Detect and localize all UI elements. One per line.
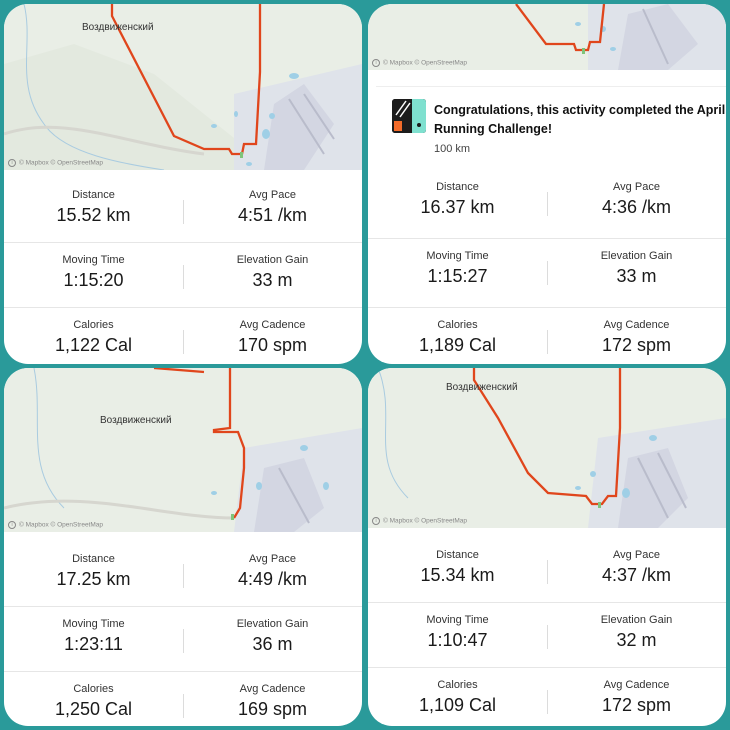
activity-card-2[interactable]: i © Mapbox © OpenStreetMap Congratulation…: [368, 4, 726, 364]
challenge-badge-icon: [392, 99, 426, 133]
info-icon[interactable]: i: [372, 517, 380, 525]
stat-avg-pace: Avg Pace 4:37 /km: [547, 538, 726, 602]
stats-grid: Distance 15.34 km Avg Pace 4:37 /km Moving…: [368, 538, 726, 726]
stat-avg-pace: Avg Pace 4:49 /km: [183, 542, 362, 606]
place-label: Воздвиженский: [446, 382, 518, 393]
route-map[interactable]: i © Mapbox © OpenStreetMap: [368, 4, 726, 70]
stats-grid: Distance 16.37 km Avg Pace 4:36 /km Moving…: [368, 170, 726, 364]
route-map[interactable]: Воздвиженский i © Mapbox © OpenStreetMap: [368, 368, 726, 528]
activity-card-3[interactable]: Воздвиженский i © Mapbox © OpenStreetMap …: [4, 368, 362, 726]
stat-calories: Calories 1,122 Cal: [54, 319, 133, 355]
stats-grid: Distance 17.25 km Avg Pace 4:49 /km Moving…: [4, 542, 362, 726]
stat-distance: Distance 15.52 km: [56, 189, 131, 225]
map-attribution[interactable]: i © Mapbox © OpenStreetMap: [372, 517, 467, 525]
map-attribution[interactable]: i © Mapbox © OpenStreetMap: [372, 59, 467, 67]
stat-avg-cadence: Avg Cadence 169 spm: [183, 672, 362, 726]
challenge-title: Congratulations, this activity completed…: [434, 103, 726, 136]
info-icon[interactable]: i: [8, 521, 16, 529]
stat-avg-cadence: Avg Cadence 172 spm: [547, 668, 726, 726]
stat-distance: Distance 17.25 km: [56, 553, 131, 589]
challenge-banner[interactable]: Congratulations, this activity completed…: [376, 86, 726, 169]
stat-elevation-gain: Elevation Gain 36 m: [183, 607, 362, 671]
stat-elevation-gain: Elevation Gain 32 m: [547, 603, 726, 667]
stat-moving-time: Moving Time 1:15:20: [62, 254, 125, 290]
place-label: Воздвиженский: [82, 22, 154, 33]
stat-distance: Distance 15.34 km: [420, 549, 495, 585]
activity-card-1[interactable]: Воздвиженский i © Mapbox © OpenStreetMap …: [4, 4, 362, 364]
stat-calories: Calories 1,189 Cal: [418, 319, 497, 355]
stat-elevation-gain: Elevation Gain 33 m: [183, 243, 362, 307]
stat-moving-time: Moving Time 1:15:27: [426, 250, 489, 286]
stat-distance: Distance 16.37 km: [420, 181, 495, 217]
stats-grid: Distance 15.52 km Avg Pace 4:51 /km Moving…: [4, 178, 362, 364]
stat-avg-cadence: Avg Cadence 170 spm: [183, 308, 362, 364]
place-label: Воздвиженский: [100, 415, 172, 426]
stat-calories: Calories 1,109 Cal: [418, 679, 497, 715]
info-icon[interactable]: i: [372, 59, 380, 67]
stat-elevation-gain: Elevation Gain 33 m: [547, 239, 726, 307]
stat-avg-pace: Avg Pace 4:36 /km: [547, 170, 726, 238]
stat-avg-cadence: Avg Cadence 172 spm: [547, 308, 726, 364]
activity-card-4[interactable]: Воздвиженский i © Mapbox © OpenStreetMap …: [368, 368, 726, 726]
challenge-subtitle: 100 km: [434, 143, 471, 155]
map-attribution[interactable]: i © Mapbox © OpenStreetMap: [8, 521, 103, 529]
map-attribution[interactable]: i © Mapbox © OpenStreetMap: [8, 159, 103, 167]
route-map[interactable]: Воздвиженский i © Mapbox © OpenStreetMap: [4, 368, 362, 532]
info-icon[interactable]: i: [8, 159, 16, 167]
route-map[interactable]: Воздвиженский i © Mapbox © OpenStreetMap: [4, 4, 362, 170]
stat-moving-time: Moving Time 1:10:47: [426, 614, 489, 650]
stat-moving-time: Moving Time 1:23:11: [62, 618, 125, 654]
stat-avg-pace: Avg Pace 4:51 /km: [183, 178, 362, 242]
stat-calories: Calories 1,250 Cal: [54, 683, 133, 719]
